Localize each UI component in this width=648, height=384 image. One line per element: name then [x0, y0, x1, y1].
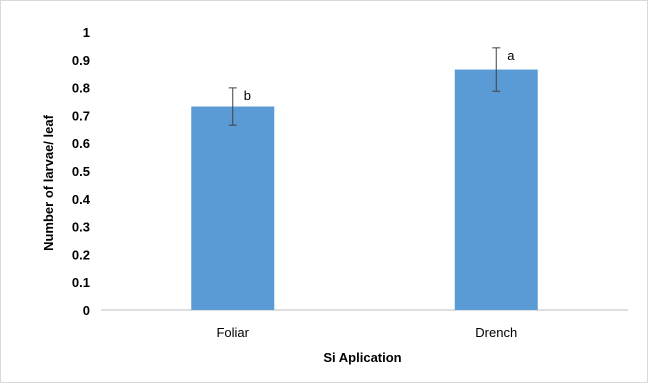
y-tick-label: 0.6 [72, 136, 90, 151]
y-tick-label: 0.4 [72, 192, 91, 207]
significance-label: a [507, 48, 515, 63]
x-category-label: Drench [475, 325, 517, 340]
bar [454, 69, 538, 310]
y-tick-label: 0.1 [72, 275, 90, 290]
y-tick-label: 0.8 [72, 81, 90, 96]
x-category-label: Foliar [216, 325, 249, 340]
x-axis-title: Si Aplication [323, 350, 401, 365]
bar [191, 106, 275, 310]
y-tick-label: 0.2 [72, 247, 90, 262]
error-bar [492, 47, 501, 92]
y-tick-label: 0.5 [72, 164, 90, 179]
error-bar [228, 87, 237, 126]
y-tick-label: 0.9 [72, 53, 90, 68]
bars: ba [191, 47, 538, 310]
significance-label: b [244, 88, 251, 103]
y-tick-label: 0.7 [72, 108, 90, 123]
y-tick-label: 1 [83, 25, 90, 40]
y-tick-label: 0 [83, 303, 90, 318]
y-tick-label: 0.3 [72, 220, 90, 235]
x-axis-categories: Foliar Drench [216, 325, 517, 340]
y-axis-ticks: 0 0.1 0.2 0.3 0.4 0.5 0.6 0.7 0.8 0.9 1 [72, 25, 91, 318]
y-axis-title: Number of larvae/ leaf [41, 114, 56, 250]
